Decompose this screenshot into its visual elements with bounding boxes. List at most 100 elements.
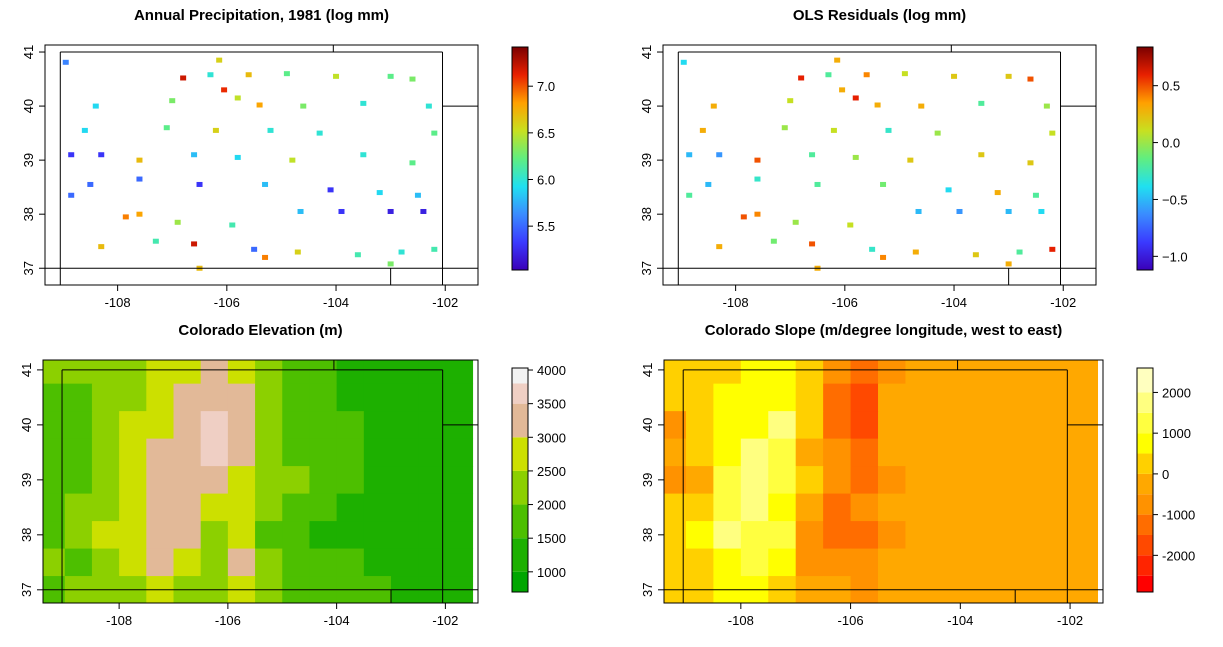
- raster-cell: [932, 411, 961, 440]
- station-point: [387, 73, 394, 79]
- colorbar-tick-label: 6.5: [537, 126, 555, 141]
- x-tick-label: -104: [947, 613, 973, 628]
- raster-cell: [713, 548, 742, 577]
- raster-cell: [282, 438, 310, 467]
- raster-cell: [664, 466, 687, 495]
- station-point: [289, 157, 296, 163]
- station-point: [972, 252, 979, 258]
- panel: Colorado Elevation (m) -108 -106 -104 -102 37…: [19, 322, 566, 628]
- raster-cell: [1015, 438, 1044, 467]
- raster-cell: [255, 466, 283, 495]
- station-point: [1005, 208, 1012, 214]
- raster-cell: [740, 438, 769, 467]
- colorbar-tick-label: 1500: [537, 531, 566, 546]
- colorbar-frame: [511, 367, 529, 593]
- raster-cell: [850, 466, 879, 495]
- raster-cell: [336, 411, 365, 440]
- colorbar-tick-label: 0: [1162, 467, 1169, 482]
- raster-cell: [1015, 411, 1044, 440]
- raster-cell: [823, 360, 852, 385]
- raster-cell: [119, 548, 147, 577]
- raster-cell: [1070, 521, 1099, 550]
- colorbar-tick-label: −1.0: [1162, 249, 1188, 264]
- raster-cell: [740, 466, 769, 495]
- raster-cell: [391, 521, 419, 550]
- colorbar-bin: [1137, 534, 1153, 556]
- raster-cell: [309, 466, 338, 495]
- raster-cell: [43, 411, 66, 440]
- raster-cell: [850, 493, 879, 522]
- raster-cell: [363, 383, 392, 412]
- raster-cell: [960, 438, 989, 467]
- raster-cell: [336, 466, 365, 495]
- station-point: [825, 72, 832, 78]
- colorbar-bin: [512, 383, 528, 404]
- raster-cell: [1070, 493, 1099, 522]
- raster-cell: [200, 466, 229, 495]
- raster-cell: [795, 493, 824, 522]
- x-tick-label: -106: [838, 613, 864, 628]
- raster-cell: [146, 548, 174, 577]
- y-tick-label: 38: [640, 528, 655, 542]
- colorbar-tick-label: -1000: [1162, 508, 1195, 523]
- raster-cell: [119, 360, 147, 385]
- station-point: [874, 102, 881, 108]
- station-point: [316, 130, 323, 136]
- colorbar-tick-label: 2000: [537, 498, 566, 513]
- panel: Annual Precipitation, 1981 (log mm) -108 -…: [21, 7, 555, 310]
- raster-cell: [878, 360, 906, 385]
- x-tick-label: -106: [832, 295, 858, 310]
- station-point: [839, 87, 846, 93]
- raster-cell: [795, 548, 824, 577]
- station-point: [409, 76, 416, 82]
- raster-cell: [119, 438, 147, 467]
- raster-cell: [64, 360, 93, 385]
- raster-cell: [391, 411, 419, 440]
- raster-cell: [1015, 493, 1044, 522]
- raster-cell: [932, 466, 961, 495]
- raster-cell: [795, 360, 824, 385]
- raster-cell: [823, 521, 852, 550]
- colorbar-bin: [1137, 433, 1153, 454]
- colorbar-tick-label: 2000: [1162, 385, 1191, 400]
- colorbar-tick-label: 0.0: [1162, 136, 1180, 151]
- station-point: [234, 154, 241, 160]
- station-point: [207, 72, 214, 78]
- colorbar-tick-label: 4000: [537, 363, 566, 378]
- raster-cell: [119, 521, 147, 550]
- station-point: [98, 152, 105, 158]
- colorbar-tick-label: 1000: [537, 565, 566, 580]
- raster-cell: [336, 383, 365, 412]
- raster-cell: [664, 548, 687, 577]
- raster-cell: [445, 493, 474, 522]
- raster-cell: [227, 383, 256, 412]
- raster-cell: [336, 438, 365, 467]
- raster-cell: [1015, 521, 1044, 550]
- station-point: [251, 246, 258, 252]
- station-point: [740, 214, 747, 220]
- x-tick-label: -108: [723, 295, 749, 310]
- raster-cell: [227, 521, 256, 550]
- station-point: [338, 208, 345, 214]
- raster-cell: [1042, 548, 1071, 577]
- panel: OLS Residuals (log mm) -108 -106 -104 -102 37…: [639, 7, 1188, 310]
- raster-cell: [932, 493, 961, 522]
- raster-cell: [795, 383, 824, 412]
- station-point: [68, 192, 75, 198]
- station-point: [262, 181, 269, 187]
- raster-cell: [932, 383, 961, 412]
- raster-cell: [91, 438, 120, 467]
- station-point: [221, 87, 228, 93]
- raster-cell: [91, 411, 120, 440]
- station-point: [754, 157, 761, 163]
- raster-cell: [685, 411, 714, 440]
- raster-cell: [391, 383, 419, 412]
- station-point: [956, 208, 963, 214]
- raster-cell: [1042, 466, 1071, 495]
- raster-cell: [91, 548, 120, 577]
- raster-cell: [418, 466, 446, 495]
- raster-cell: [418, 493, 446, 522]
- x-tick-label: -102: [1057, 613, 1083, 628]
- raster-cell: [823, 438, 852, 467]
